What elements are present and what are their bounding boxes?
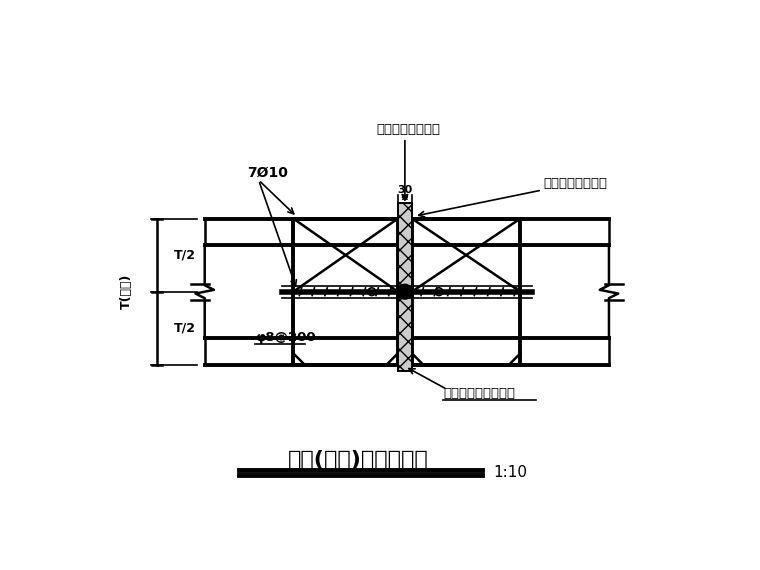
Bar — [398, 203, 412, 371]
Text: T/2: T/2 — [174, 249, 196, 262]
Text: 底板时该处无密封胶: 底板时该处无密封胶 — [443, 387, 515, 400]
Text: T(板厚): T(板厚) — [119, 274, 133, 310]
Text: φ8@200: φ8@200 — [255, 331, 315, 344]
Text: 底板(顶板)变形缝详图: 底板(顶板)变形缝详图 — [288, 450, 429, 470]
Bar — [398, 203, 412, 371]
Text: 双组份聚硫密封胶: 双组份聚硫密封胶 — [543, 177, 607, 190]
Text: T/2: T/2 — [174, 322, 196, 335]
Text: 聚乙烯发泡填缝板: 聚乙烯发泡填缝板 — [377, 124, 441, 136]
Text: 7Ø10: 7Ø10 — [247, 165, 288, 180]
Text: 30: 30 — [397, 185, 413, 195]
Text: 1:10: 1:10 — [493, 465, 527, 480]
Circle shape — [399, 286, 411, 298]
